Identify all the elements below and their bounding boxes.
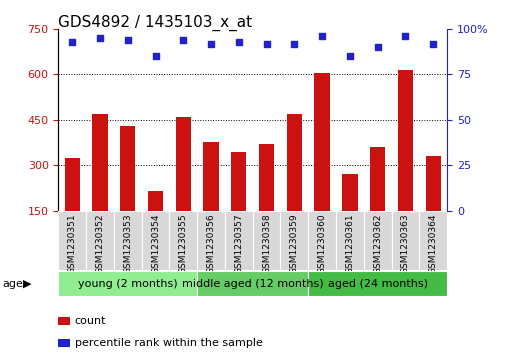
Point	[401, 33, 409, 39]
Point	[290, 41, 298, 46]
Bar	[86, 211, 114, 270]
Bar	[314, 73, 330, 211]
Bar	[342, 174, 358, 211]
Bar	[92, 114, 108, 211]
Text: GSM1230356: GSM1230356	[207, 213, 215, 274]
Bar	[231, 152, 246, 211]
Bar	[142, 211, 170, 270]
Bar	[364, 211, 392, 270]
Bar	[336, 211, 364, 270]
Text: GSM1230354: GSM1230354	[151, 213, 160, 274]
Bar	[370, 147, 385, 211]
Bar	[280, 211, 308, 270]
Text: GDS4892 / 1435103_x_at: GDS4892 / 1435103_x_at	[58, 15, 252, 31]
Point	[318, 33, 326, 39]
Bar	[170, 211, 197, 270]
Bar	[176, 117, 191, 211]
Text: aged (24 months): aged (24 months)	[328, 278, 428, 289]
Point	[346, 53, 354, 59]
Point	[96, 35, 104, 41]
Bar	[114, 211, 142, 270]
Text: GSM1230355: GSM1230355	[179, 213, 188, 274]
Bar	[120, 126, 136, 211]
Bar	[419, 211, 447, 270]
Bar	[392, 211, 419, 270]
Bar	[287, 114, 302, 211]
Text: GSM1230361: GSM1230361	[345, 213, 355, 274]
Bar	[398, 70, 413, 211]
Text: middle aged (12 months): middle aged (12 months)	[182, 278, 324, 289]
Point	[124, 37, 132, 43]
Bar	[204, 142, 219, 211]
Text: GSM1230351: GSM1230351	[68, 213, 77, 274]
Point	[235, 39, 243, 45]
Bar	[197, 271, 308, 296]
Text: GSM1230364: GSM1230364	[429, 213, 438, 274]
Bar	[65, 158, 80, 211]
Text: GSM1230353: GSM1230353	[123, 213, 132, 274]
Point	[68, 39, 76, 45]
Text: GSM1230360: GSM1230360	[318, 213, 327, 274]
Bar	[259, 144, 274, 211]
Point	[429, 41, 437, 46]
Bar	[426, 156, 441, 211]
Text: ▶: ▶	[23, 278, 31, 289]
Bar	[253, 211, 280, 270]
Bar	[225, 211, 253, 270]
Text: count: count	[75, 316, 106, 326]
Text: GSM1230358: GSM1230358	[262, 213, 271, 274]
Point	[207, 41, 215, 46]
Bar	[197, 211, 225, 270]
Point	[179, 37, 187, 43]
Point	[263, 41, 271, 46]
Text: age: age	[3, 278, 23, 289]
Bar	[308, 271, 447, 296]
Text: GSM1230357: GSM1230357	[234, 213, 243, 274]
Bar	[58, 271, 197, 296]
Bar	[308, 211, 336, 270]
Bar	[58, 211, 86, 270]
Point	[373, 44, 382, 50]
Text: young (2 months): young (2 months)	[78, 278, 178, 289]
Text: GSM1230352: GSM1230352	[96, 213, 105, 274]
Text: percentile rank within the sample: percentile rank within the sample	[75, 338, 263, 348]
Text: GSM1230362: GSM1230362	[373, 213, 382, 274]
Point	[151, 53, 160, 59]
Text: GSM1230359: GSM1230359	[290, 213, 299, 274]
Bar	[148, 191, 163, 211]
Text: GSM1230363: GSM1230363	[401, 213, 410, 274]
